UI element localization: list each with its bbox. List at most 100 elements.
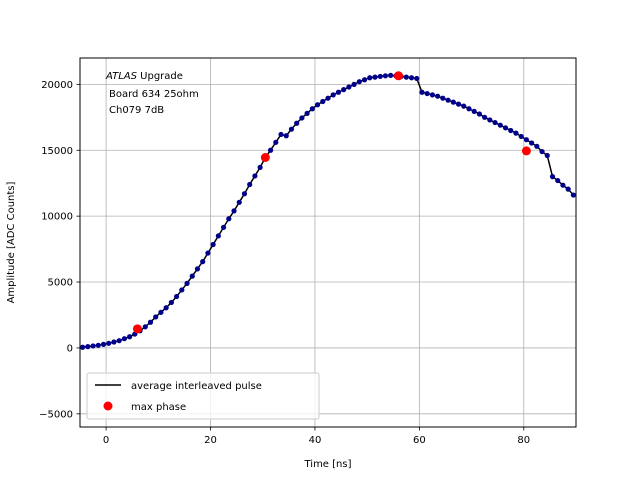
pulse-point bbox=[153, 314, 159, 320]
pulse-point bbox=[90, 343, 96, 349]
pulse-point bbox=[403, 74, 409, 80]
pulse-point bbox=[226, 216, 232, 222]
pulse-point bbox=[539, 148, 545, 155]
pulse-point bbox=[210, 241, 216, 248]
pulse-point bbox=[346, 84, 352, 90]
pulse-point bbox=[341, 87, 347, 93]
pulse-point bbox=[351, 81, 357, 87]
y-tick-label: 20000 bbox=[41, 80, 73, 91]
x-tick-label: 80 bbox=[517, 435, 530, 446]
pulse-point bbox=[560, 182, 566, 188]
x-tick-label: 20 bbox=[204, 435, 217, 446]
y-tick-label: 10000 bbox=[41, 212, 73, 223]
pulse-point bbox=[158, 309, 164, 315]
pulse-point bbox=[419, 89, 425, 95]
plot-area bbox=[80, 71, 576, 350]
pulse-point bbox=[508, 127, 514, 134]
pulse-point bbox=[294, 120, 300, 126]
pulse-point bbox=[320, 98, 326, 105]
pulse-point bbox=[565, 186, 571, 192]
pulse-point bbox=[435, 93, 441, 99]
pulse-point bbox=[544, 152, 550, 159]
pulse-point bbox=[330, 92, 336, 98]
pulse-point bbox=[466, 106, 472, 112]
pulse-point bbox=[106, 340, 112, 346]
series-group bbox=[80, 71, 576, 350]
pulse-point bbox=[247, 181, 253, 188]
legend-box bbox=[86, 372, 320, 420]
pulse-point bbox=[163, 305, 169, 311]
pulse-point bbox=[194, 266, 201, 272]
pulse-point bbox=[215, 233, 221, 239]
x-tick-label: 0 bbox=[103, 435, 109, 446]
max-phase-point bbox=[260, 152, 270, 162]
legend: average interleaved pulse max phase bbox=[86, 372, 320, 420]
y-tick-label: 5000 bbox=[48, 278, 73, 289]
pulse-point bbox=[184, 280, 190, 286]
pulse-point bbox=[200, 259, 206, 265]
pulse-point bbox=[429, 92, 436, 98]
max-phase-point bbox=[132, 324, 142, 334]
pulse-point bbox=[231, 208, 237, 214]
pulse-point bbox=[534, 143, 540, 149]
pulse-point bbox=[502, 125, 509, 131]
pulse-line bbox=[82, 74, 574, 349]
pulse-point bbox=[356, 79, 362, 85]
legend-marker-swatch bbox=[103, 401, 113, 411]
annotation-line-2: Board 634 25ohm bbox=[109, 89, 199, 100]
pulse-point bbox=[127, 334, 133, 340]
pulse-point bbox=[278, 131, 284, 138]
annotation-line-3: Ch079 7dB bbox=[109, 105, 164, 116]
pulse-point bbox=[367, 75, 373, 81]
pulse-point bbox=[518, 133, 524, 140]
pulse-point bbox=[414, 75, 420, 82]
max-phase-point bbox=[521, 146, 531, 156]
pulse-point bbox=[168, 299, 174, 306]
pulse-point bbox=[142, 324, 148, 330]
pulse-point bbox=[450, 99, 456, 105]
y-tick-label: 15000 bbox=[41, 146, 73, 157]
pulse-point bbox=[325, 95, 331, 101]
pulse-point bbox=[372, 74, 378, 80]
pulse-point bbox=[121, 336, 127, 342]
pulse-point bbox=[179, 287, 185, 293]
pulse-point bbox=[461, 103, 467, 109]
pulse-point bbox=[241, 191, 248, 197]
pulse-point bbox=[455, 101, 462, 107]
pulse-point bbox=[189, 273, 195, 279]
max-phase-point bbox=[393, 71, 403, 81]
pulse-point bbox=[440, 95, 446, 101]
pulse-point bbox=[257, 164, 263, 170]
pulse-point bbox=[335, 89, 342, 95]
pulse-point bbox=[445, 97, 451, 103]
annotation-atlas: ATLAS bbox=[105, 71, 138, 82]
pulse-point bbox=[529, 140, 535, 146]
y-tick-label: −5000 bbox=[39, 409, 73, 420]
x-tick-label: 60 bbox=[413, 435, 426, 446]
pulse-point bbox=[273, 139, 279, 145]
pulse-point bbox=[523, 137, 530, 143]
annotation-line-1: ATLAS Upgrade bbox=[105, 71, 183, 82]
annotation: ATLAS Upgrade Board 634 25ohm Ch079 7dB bbox=[105, 71, 199, 116]
pulse-point bbox=[314, 102, 321, 108]
pulse-point bbox=[220, 224, 227, 230]
pulse-point bbox=[205, 250, 211, 256]
pulse-point bbox=[497, 122, 503, 128]
pulse-point bbox=[95, 342, 101, 348]
pulse-point bbox=[471, 108, 477, 114]
pulse-point bbox=[147, 319, 154, 325]
annotation-upgrade: Upgrade bbox=[137, 71, 183, 82]
pulse-point bbox=[482, 114, 488, 120]
pulse-point bbox=[377, 73, 383, 80]
x-axis-label: Time [ns] bbox=[303, 459, 351, 470]
pulse-point bbox=[116, 338, 122, 344]
pulse-point bbox=[424, 90, 430, 97]
pulse-point bbox=[85, 344, 91, 350]
pulse-point bbox=[236, 199, 242, 205]
legend-label-max-phase: max phase bbox=[131, 402, 186, 413]
pulse-point bbox=[382, 73, 389, 79]
pulse-point bbox=[299, 115, 305, 121]
pulse-point bbox=[492, 119, 498, 126]
y-tick-label: 0 bbox=[67, 343, 73, 354]
